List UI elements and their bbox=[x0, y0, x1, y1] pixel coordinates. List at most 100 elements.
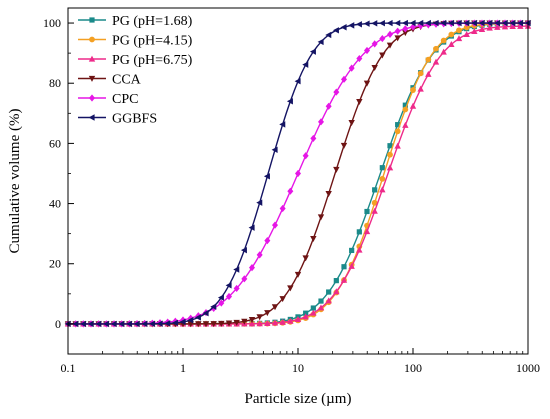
x-tick-label: 100 bbox=[404, 361, 422, 375]
data-point bbox=[348, 64, 355, 72]
data-point bbox=[248, 224, 255, 231]
data-point bbox=[394, 35, 401, 42]
data-point bbox=[333, 166, 340, 173]
data-point bbox=[79, 320, 86, 328]
data-point bbox=[302, 313, 309, 320]
data-point bbox=[516, 19, 523, 27]
data-point bbox=[425, 70, 432, 77]
data-point bbox=[470, 19, 477, 27]
data-point bbox=[287, 317, 294, 324]
data-point bbox=[249, 264, 255, 272]
data-point bbox=[310, 236, 317, 243]
data-point bbox=[478, 19, 485, 27]
legend-label: CCA bbox=[112, 73, 142, 88]
data-point bbox=[187, 316, 194, 324]
data-point bbox=[379, 165, 385, 171]
data-point bbox=[148, 320, 155, 327]
data-point bbox=[386, 19, 393, 27]
data-point bbox=[325, 190, 332, 197]
data-point bbox=[372, 187, 378, 193]
data-point bbox=[501, 19, 508, 27]
legend-marker bbox=[89, 94, 95, 102]
data-point bbox=[233, 319, 240, 326]
data-point bbox=[424, 19, 431, 27]
data-point bbox=[279, 318, 286, 325]
legend-label: PG (pH=6.75) bbox=[112, 53, 193, 68]
data-point bbox=[402, 106, 409, 113]
data-point bbox=[494, 23, 501, 30]
x-tick-label: 1 bbox=[180, 361, 186, 375]
data-point bbox=[240, 246, 247, 254]
data-point bbox=[356, 246, 363, 253]
data-point bbox=[486, 19, 493, 27]
data-point bbox=[187, 314, 194, 322]
data-point bbox=[394, 27, 401, 35]
data-point bbox=[287, 285, 294, 292]
data-point bbox=[364, 208, 370, 215]
legend-item: PG (pH=4.15) bbox=[78, 34, 193, 49]
axes: 0.1 1 10 100 1000 0 20 40 60 80 100 bbox=[43, 7, 540, 375]
data-point bbox=[463, 19, 470, 27]
legend-label: PG (pH=4.15) bbox=[112, 34, 193, 49]
data-point bbox=[401, 19, 408, 27]
data-point bbox=[125, 320, 132, 328]
data-point bbox=[402, 121, 409, 128]
data-point bbox=[356, 229, 362, 235]
data-point bbox=[417, 19, 424, 27]
data-point bbox=[202, 309, 209, 317]
legend-item: CCA bbox=[78, 73, 142, 88]
data-point bbox=[448, 31, 455, 38]
data-point bbox=[87, 320, 94, 328]
data-point bbox=[509, 19, 516, 27]
data-point bbox=[118, 320, 125, 328]
data-point bbox=[271, 304, 279, 311]
data-point bbox=[226, 292, 232, 301]
data-point bbox=[210, 303, 217, 310]
data-point bbox=[410, 23, 416, 31]
data-point bbox=[279, 121, 286, 128]
data-point bbox=[310, 305, 316, 311]
data-point bbox=[317, 38, 324, 46]
data-point bbox=[325, 102, 332, 110]
series-layer bbox=[64, 19, 532, 328]
data-point bbox=[340, 24, 347, 31]
data-point bbox=[141, 320, 148, 328]
data-point bbox=[310, 309, 317, 316]
data-point bbox=[294, 78, 301, 85]
data-point bbox=[302, 152, 309, 160]
data-point bbox=[417, 22, 424, 30]
data-point bbox=[72, 320, 79, 328]
data-point bbox=[440, 19, 447, 27]
x-tick-label: 1000 bbox=[516, 361, 540, 375]
y-tick-label: 0 bbox=[55, 317, 61, 331]
data-point bbox=[287, 187, 294, 195]
data-point bbox=[233, 266, 240, 273]
y-tick-label: 40 bbox=[49, 197, 61, 211]
data-point bbox=[394, 142, 401, 149]
y-tick-label: 60 bbox=[49, 136, 61, 150]
legend-item: GGBFS bbox=[78, 112, 157, 127]
data-point bbox=[133, 320, 140, 328]
data-point bbox=[264, 310, 271, 317]
legend: PG (pH=1.68) PG (pH=4.15) PG (pH=6.75) CCA C… bbox=[78, 14, 193, 127]
data-point bbox=[378, 19, 385, 27]
data-point bbox=[387, 151, 393, 158]
data-point bbox=[210, 321, 217, 328]
legend-item: PG (pH=6.75) bbox=[78, 53, 193, 68]
data-point bbox=[302, 255, 309, 262]
data-point bbox=[317, 214, 325, 221]
data-point bbox=[241, 318, 248, 325]
data-point bbox=[387, 30, 393, 38]
data-point bbox=[256, 199, 263, 206]
data-point bbox=[241, 275, 248, 283]
data-point bbox=[448, 40, 455, 47]
data-point bbox=[295, 169, 301, 178]
data-point bbox=[447, 19, 454, 27]
legend-label: GGBFS bbox=[112, 112, 157, 127]
data-point bbox=[248, 317, 256, 324]
data-point bbox=[363, 20, 370, 27]
data-point bbox=[456, 27, 462, 34]
data-point bbox=[279, 204, 286, 213]
y-tick-label: 20 bbox=[49, 257, 61, 271]
data-point bbox=[271, 146, 278, 153]
